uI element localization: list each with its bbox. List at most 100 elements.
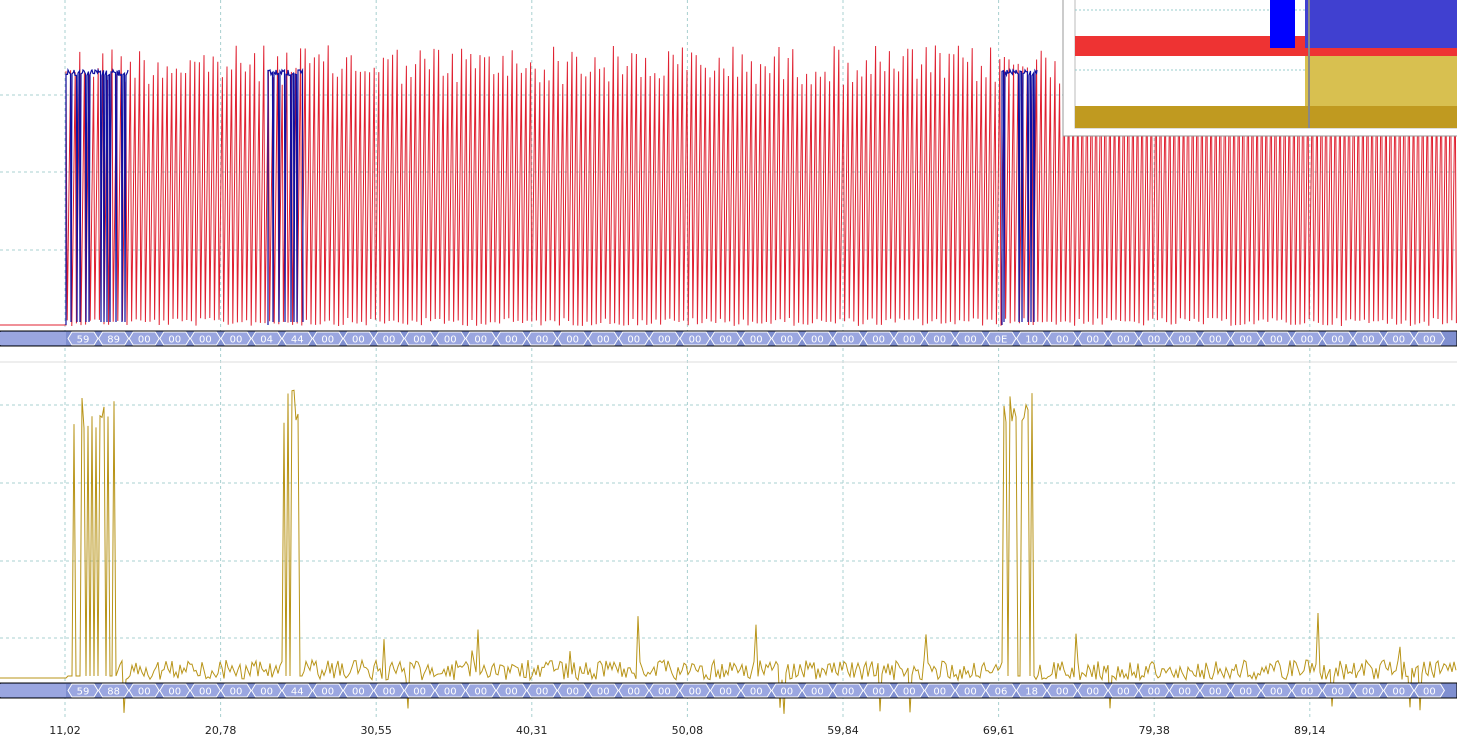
byte-cell — [1260, 331, 1292, 346]
byte-cell — [985, 331, 1017, 346]
byte-label: 00 — [1331, 687, 1344, 698]
byte-cell — [1016, 683, 1048, 698]
byte-label: 00 — [444, 687, 457, 698]
byte-label: 44 — [291, 335, 304, 346]
byte-cell — [557, 683, 589, 698]
byte-label: 00 — [1086, 687, 1099, 698]
byte-label: 00 — [1423, 335, 1436, 346]
byte-label: 0E — [995, 335, 1008, 346]
byte-label: 00 — [842, 335, 855, 346]
byte-cell — [1138, 331, 1170, 346]
byte-cell — [1046, 331, 1078, 346]
waveforms — [0, 45, 1457, 714]
byte-cell — [159, 331, 191, 346]
byte-label: 00 — [444, 335, 457, 346]
byte-cell — [495, 683, 527, 698]
byte-label: 00 — [1148, 335, 1161, 346]
byte-label: 00 — [321, 335, 334, 346]
byte-label: 00 — [1209, 335, 1222, 346]
byte-cell — [679, 683, 711, 698]
byte-cell — [220, 683, 252, 698]
byte-label: 00 — [1117, 687, 1130, 698]
byte-label: 00 — [1239, 687, 1252, 698]
byte-label: 00 — [1117, 335, 1130, 346]
byte-label: 44 — [291, 687, 304, 698]
byte-label: 59 — [77, 335, 90, 346]
byte-label: 59 — [77, 687, 90, 698]
byte-cell — [404, 331, 436, 346]
byte-label: 00 — [872, 687, 885, 698]
byte-cell — [648, 331, 680, 346]
byte-label: 00 — [1362, 335, 1375, 346]
byte-label: 00 — [1301, 687, 1314, 698]
byte-cell — [251, 683, 283, 698]
byte-label: 00 — [1270, 687, 1283, 698]
byte-label: 00 — [1270, 335, 1283, 346]
time-label: 59,84 — [827, 724, 859, 737]
byte-cell — [1199, 683, 1231, 698]
byte-cell — [312, 331, 344, 346]
byte-label: 00 — [627, 335, 640, 346]
byte-cell — [618, 683, 650, 698]
byte-label: 00 — [413, 687, 426, 698]
time-axis: 11,02 20,78 30,55 40,31 50,08 59,84 69,61 79,38… — [49, 724, 1325, 737]
byte-cell — [1138, 683, 1170, 698]
byte-cell — [1322, 331, 1354, 346]
byte-label: 00 — [536, 335, 549, 346]
byte-label: 00 — [1056, 687, 1069, 698]
byte-cell — [832, 331, 864, 346]
byte-label: 00 — [964, 335, 977, 346]
byte-label: 00 — [1423, 687, 1436, 698]
byte-cell — [954, 331, 986, 346]
byte-cell — [1107, 331, 1139, 346]
byte-cell — [924, 683, 956, 698]
decode-strip-pre — [0, 332, 66, 345]
byte-label: 00 — [321, 687, 334, 698]
byte-label: 00 — [872, 335, 885, 346]
byte-cell — [67, 331, 99, 346]
byte-label: 00 — [413, 335, 426, 346]
byte-label: 00 — [168, 687, 181, 698]
byte-cell — [679, 331, 711, 346]
byte-label: 00 — [505, 687, 518, 698]
byte-label: 18 — [1025, 687, 1038, 698]
byte-cell — [618, 331, 650, 346]
byte-cell — [1383, 683, 1415, 698]
byte-label: 00 — [933, 687, 946, 698]
blue-trace — [267, 67, 304, 325]
byte-cell — [434, 331, 466, 346]
byte-cell — [1169, 683, 1201, 698]
byte-cell — [710, 683, 742, 698]
byte-cell — [771, 683, 803, 698]
byte-cell — [1413, 683, 1445, 698]
byte-label: 00 — [505, 335, 518, 346]
byte-label: 00 — [566, 687, 579, 698]
byte-label: 00 — [1209, 687, 1222, 698]
byte-label: 04 — [260, 335, 273, 346]
byte-label: 00 — [199, 335, 212, 346]
byte-cell — [587, 331, 619, 346]
byte-cell — [526, 683, 558, 698]
byte-cell — [1199, 331, 1231, 346]
byte-cell — [648, 683, 680, 698]
byte-label: 00 — [933, 335, 946, 346]
byte-cell — [832, 683, 864, 698]
byte-label: 00 — [474, 687, 487, 698]
byte-label: 00 — [1086, 335, 1099, 346]
byte-label: 00 — [352, 687, 365, 698]
byte-cell — [771, 331, 803, 346]
byte-cell — [67, 683, 99, 698]
byte-label: 00 — [689, 335, 702, 346]
byte-cell — [373, 331, 405, 346]
byte-label: 00 — [780, 687, 793, 698]
byte-cell — [189, 683, 221, 698]
byte-label: 00 — [750, 687, 763, 698]
byte-cell — [98, 331, 130, 346]
byte-cell — [985, 683, 1017, 698]
overview-inset — [1062, 0, 1457, 137]
byte-cell — [159, 683, 191, 698]
byte-cell — [1046, 683, 1078, 698]
byte-label: 00 — [260, 687, 273, 698]
byte-label: 00 — [230, 335, 243, 346]
